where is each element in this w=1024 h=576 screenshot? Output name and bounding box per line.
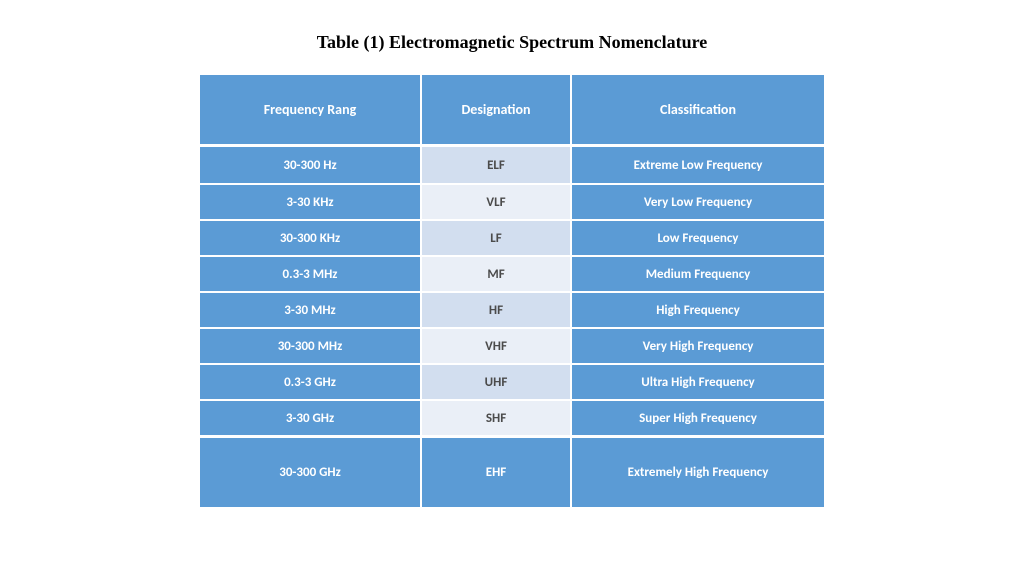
cell-designation: EHF bbox=[420, 438, 570, 507]
cell-designation: UHF bbox=[420, 365, 570, 399]
table-body: 30-300 HzELFExtreme Low Frequency3-30 KH… bbox=[200, 147, 824, 507]
table-row: 3-30 KHzVLFVery Low Frequency bbox=[200, 183, 824, 219]
cell-classification: Extremely High Frequency bbox=[570, 438, 824, 507]
cell-classification: Medium Frequency bbox=[570, 257, 824, 291]
table-row: 30-300 HzELFExtreme Low Frequency bbox=[200, 147, 824, 183]
cell-frequency: 0.3-3 MHz bbox=[200, 257, 420, 291]
cell-frequency: 30-300 MHz bbox=[200, 329, 420, 363]
cell-classification: Very Low Frequency bbox=[570, 185, 824, 219]
table-row: 30-300 GHzEHFExtremely High Frequency bbox=[200, 435, 824, 507]
cell-frequency: 0.3-3 GHz bbox=[200, 365, 420, 399]
cell-designation: ELF bbox=[420, 147, 570, 183]
table-row: 3-30 MHzHFHigh Frequency bbox=[200, 291, 824, 327]
cell-classification: Super High Frequency bbox=[570, 401, 824, 435]
cell-designation: LF bbox=[420, 221, 570, 255]
cell-classification: Very High Frequency bbox=[570, 329, 824, 363]
column-header-frequency: Frequency Rang bbox=[200, 75, 420, 144]
cell-designation: MF bbox=[420, 257, 570, 291]
table-header-row: Frequency Rang Designation Classificatio… bbox=[200, 75, 824, 147]
cell-classification: Extreme Low Frequency bbox=[570, 147, 824, 183]
column-header-classification: Classification bbox=[570, 75, 824, 144]
cell-classification: Low Frequency bbox=[570, 221, 824, 255]
cell-designation: VLF bbox=[420, 185, 570, 219]
cell-frequency: 30-300 KHz bbox=[200, 221, 420, 255]
table-row: 3-30 GHzSHFSuper High Frequency bbox=[200, 399, 824, 435]
cell-designation: HF bbox=[420, 293, 570, 327]
cell-frequency: 3-30 MHz bbox=[200, 293, 420, 327]
cell-designation: SHF bbox=[420, 401, 570, 435]
cell-classification: High Frequency bbox=[570, 293, 824, 327]
spectrum-table: Frequency Rang Designation Classificatio… bbox=[200, 75, 824, 507]
cell-designation: VHF bbox=[420, 329, 570, 363]
cell-frequency: 3-30 KHz bbox=[200, 185, 420, 219]
cell-frequency: 30-300 GHz bbox=[200, 438, 420, 507]
column-header-designation: Designation bbox=[420, 75, 570, 144]
table-row: 30-300 KHzLFLow Frequency bbox=[200, 219, 824, 255]
cell-frequency: 30-300 Hz bbox=[200, 147, 420, 183]
cell-frequency: 3-30 GHz bbox=[200, 401, 420, 435]
table-row: 30-300 MHzVHFVery High Frequency bbox=[200, 327, 824, 363]
table-row: 0.3-3 MHzMFMedium Frequency bbox=[200, 255, 824, 291]
table-row: 0.3-3 GHzUHFUltra High Frequency bbox=[200, 363, 824, 399]
cell-classification: Ultra High Frequency bbox=[570, 365, 824, 399]
table-title: Table (1) Electromagnetic Spectrum Nomen… bbox=[317, 32, 708, 53]
